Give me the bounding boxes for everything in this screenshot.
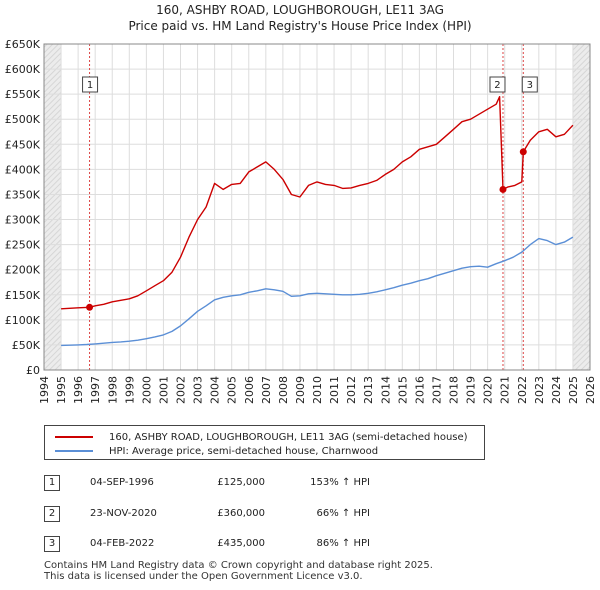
table-row: 2 23-NOV-2020 £360,000 66% ↑ HPI: [0, 506, 600, 526]
y-tick-label: £400K: [5, 163, 41, 176]
shaded-range: [572, 44, 590, 370]
x-tick-label: 1999: [123, 376, 136, 404]
footer-copyright: Contains HM Land Registry data © Crown c…: [44, 560, 433, 571]
sale-date: 04-FEB-2022: [90, 538, 155, 549]
x-tick-label: 2008: [277, 376, 290, 404]
sale-marker: 3: [44, 536, 60, 552]
y-tick-label: £150K: [5, 289, 41, 302]
sale-point: [86, 303, 94, 311]
y-tick-label: £600K: [5, 63, 41, 76]
x-tick-label: 2025: [567, 376, 580, 404]
sale-marker-box: [82, 76, 99, 93]
shaded-range: [44, 44, 62, 370]
x-tick-label: 2020: [482, 376, 495, 404]
x-tick-label: 2022: [516, 376, 529, 404]
sale-point: [499, 185, 507, 193]
y-tick-label: £500K: [5, 113, 41, 126]
x-tick-label: 2023: [533, 376, 546, 404]
x-tick-label: 2012: [345, 376, 358, 404]
table-row: 1 04-SEP-1996 £125,000 153% ↑ HPI: [0, 475, 600, 495]
y-tick-label: £0: [26, 364, 40, 377]
legend: 160, ASHBY ROAD, LOUGHBOROUGH, LE11 3AG …: [44, 425, 485, 460]
y-tick-label: £650K: [5, 38, 41, 51]
x-tick-label: 2015: [396, 376, 409, 404]
x-tick-label: 2014: [379, 376, 392, 404]
x-tick-label: 2016: [413, 376, 426, 404]
x-tick-label: 1998: [106, 376, 119, 404]
sale-price: £360,000: [217, 508, 265, 519]
sale-marker-label: 3: [527, 80, 533, 91]
sale-point: [519, 148, 527, 156]
x-tick-label: 1997: [89, 376, 102, 404]
x-tick-label: 2024: [550, 376, 563, 404]
y-tick-label: £250K: [5, 239, 41, 252]
legend-label-sales: 160, ASHBY ROAD, LOUGHBOROUGH, LE11 3AG …: [109, 431, 468, 443]
x-tick-label: 2018: [448, 376, 461, 404]
x-tick-label: 2005: [226, 376, 239, 404]
sale-date: 04-SEP-1996: [90, 477, 154, 488]
sale-price: £435,000: [217, 538, 265, 549]
legend-line-sales: [55, 436, 93, 438]
y-tick-label: £50K: [12, 339, 41, 352]
sale-marker: 1: [44, 475, 60, 491]
sale-date: 23-NOV-2020: [90, 508, 157, 519]
x-tick-label: 1995: [55, 376, 68, 404]
y-tick-label: £200K: [5, 264, 41, 277]
x-tick-label: 2017: [430, 376, 443, 404]
sale-price: £125,000: [217, 477, 265, 488]
x-tick-label: 2011: [328, 376, 341, 404]
x-tick-label: 2009: [294, 376, 307, 404]
y-tick-label: £300K: [5, 214, 41, 227]
x-tick-label: 2013: [362, 376, 375, 404]
chart-subtitle: Price paid vs. HM Land Registry's House …: [128, 19, 472, 33]
x-tick-label: 2010: [311, 376, 324, 404]
sale-hpi-change: 153% ↑ HPI: [310, 477, 370, 488]
y-tick-label: £550K: [5, 88, 41, 101]
footer-licence: This data is licensed under the Open Gov…: [44, 571, 363, 582]
price-chart: 1 2 3 £0 £50K £100K £150K £200K £250K £300K £350K…: [5, 38, 597, 404]
y-tick-label: £450K: [5, 138, 41, 151]
sale-hpi-change: 66% ↑ HPI: [316, 508, 370, 519]
sale-hpi-change: 86% ↑ HPI: [316, 538, 370, 549]
x-tick-label: 2021: [499, 376, 512, 404]
footer: Contains HM Land Registry data © Crown c…: [44, 560, 433, 582]
series-line: [61, 236, 574, 347]
x-tick-label: 2019: [465, 376, 478, 404]
sale-marker: 2: [44, 506, 60, 522]
x-tick-label: 2003: [192, 376, 205, 404]
legend-item-sales: 160, ASHBY ROAD, LOUGHBOROUGH, LE11 3AG …: [55, 430, 468, 444]
x-tick-label: 2001: [157, 376, 170, 404]
x-tick-label: 2004: [209, 376, 222, 404]
sale-marker-box: [521, 76, 538, 93]
legend-label-hpi: HPI: Average price, semi-detached house,…: [109, 445, 379, 457]
chart-title: 160, ASHBY ROAD, LOUGHBOROUGH, LE11 3AG: [156, 3, 444, 17]
series-line: [61, 96, 574, 310]
x-tick-label: 1994: [38, 376, 51, 404]
x-tick-label: 2006: [243, 376, 256, 404]
x-tick-label: 1996: [72, 376, 85, 404]
sale-marker-box: [489, 76, 506, 93]
sale-marker-label: 2: [494, 80, 500, 91]
plot-border: [43, 43, 591, 371]
x-tick-label: 2026: [584, 376, 597, 404]
table-row: 3 04-FEB-2022 £435,000 86% ↑ HPI: [0, 536, 600, 556]
x-tick-label: 2007: [260, 376, 273, 404]
x-tick-label: 2002: [175, 376, 188, 404]
y-tick-label: £100K: [5, 314, 41, 327]
legend-item-hpi: HPI: Average price, semi-detached house,…: [55, 444, 378, 458]
sale-marker-label: 1: [87, 80, 93, 91]
y-tick-label: £350K: [5, 188, 41, 201]
legend-line-hpi: [55, 450, 93, 452]
x-tick-label: 2000: [140, 376, 153, 404]
